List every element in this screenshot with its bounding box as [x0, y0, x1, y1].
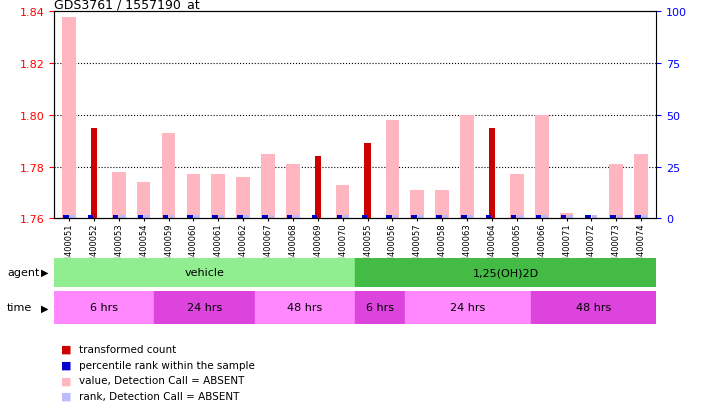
- Bar: [255, 291, 355, 324]
- Bar: [211, 175, 225, 219]
- Bar: [54, 258, 355, 287]
- Text: rank, Detection Call = ABSENT: rank, Detection Call = ABSENT: [79, 391, 239, 401]
- Text: ■: ■: [61, 344, 72, 354]
- Text: GDS3761 / 1557190_at: GDS3761 / 1557190_at: [54, 0, 200, 11]
- Text: value, Detection Call = ABSENT: value, Detection Call = ABSENT: [79, 375, 244, 385]
- Bar: [405, 291, 531, 324]
- Bar: [561, 215, 566, 219]
- Bar: [635, 215, 641, 219]
- Bar: [112, 215, 118, 219]
- Bar: [112, 173, 125, 219]
- Bar: [244, 215, 249, 219]
- Bar: [461, 215, 466, 219]
- Bar: [311, 215, 317, 219]
- Bar: [88, 215, 94, 219]
- Bar: [410, 190, 424, 219]
- Bar: [486, 215, 492, 219]
- Bar: [187, 215, 193, 219]
- Bar: [355, 291, 405, 324]
- Bar: [517, 215, 523, 219]
- Bar: [364, 144, 371, 219]
- Bar: [144, 215, 149, 219]
- Bar: [162, 134, 175, 219]
- Text: 48 hrs: 48 hrs: [287, 303, 322, 313]
- Bar: [212, 215, 218, 219]
- Bar: [411, 215, 417, 219]
- Text: agent: agent: [7, 268, 40, 278]
- Bar: [510, 215, 516, 219]
- Bar: [286, 165, 300, 219]
- Bar: [137, 183, 151, 219]
- Bar: [237, 215, 243, 219]
- Bar: [467, 215, 473, 219]
- Bar: [336, 185, 350, 219]
- Bar: [187, 175, 200, 219]
- Bar: [443, 215, 448, 219]
- Bar: [531, 291, 656, 324]
- Text: 48 hrs: 48 hrs: [576, 303, 611, 313]
- Bar: [386, 215, 392, 219]
- Bar: [435, 190, 449, 219]
- Text: ▶: ▶: [41, 268, 48, 278]
- Bar: [609, 165, 623, 219]
- Bar: [489, 128, 495, 219]
- Bar: [642, 215, 647, 219]
- Text: ■: ■: [61, 375, 72, 385]
- Bar: [54, 291, 154, 324]
- Text: percentile rank within the sample: percentile rank within the sample: [79, 360, 255, 370]
- Text: 6 hrs: 6 hrs: [90, 303, 118, 313]
- Text: ■: ■: [61, 360, 72, 370]
- Bar: [616, 215, 622, 219]
- Bar: [236, 178, 250, 219]
- Bar: [510, 175, 523, 219]
- Bar: [393, 215, 399, 219]
- Bar: [293, 215, 299, 219]
- Text: transformed count: transformed count: [79, 344, 177, 354]
- Bar: [218, 215, 224, 219]
- Text: 6 hrs: 6 hrs: [366, 303, 394, 313]
- Bar: [355, 258, 656, 287]
- Text: vehicle: vehicle: [185, 268, 224, 278]
- Bar: [154, 291, 255, 324]
- Text: ▶: ▶: [41, 303, 48, 313]
- Text: 24 hrs: 24 hrs: [187, 303, 222, 313]
- Bar: [634, 154, 648, 219]
- Bar: [262, 215, 267, 219]
- Bar: [63, 215, 68, 219]
- Bar: [592, 215, 598, 219]
- Bar: [567, 215, 572, 219]
- Text: time: time: [7, 303, 32, 313]
- Text: 1,25(OH)2D: 1,25(OH)2D: [472, 268, 539, 278]
- Bar: [91, 128, 97, 219]
- Bar: [343, 215, 349, 219]
- Bar: [535, 116, 549, 219]
- Text: 24 hrs: 24 hrs: [451, 303, 486, 313]
- Bar: [138, 215, 143, 219]
- Bar: [337, 215, 342, 219]
- Bar: [542, 215, 548, 219]
- Bar: [261, 154, 275, 219]
- Bar: [62, 18, 76, 219]
- Bar: [162, 215, 168, 219]
- Bar: [314, 157, 321, 219]
- Bar: [194, 215, 200, 219]
- Bar: [386, 121, 399, 219]
- Bar: [69, 215, 75, 219]
- Text: ■: ■: [61, 391, 72, 401]
- Bar: [268, 215, 274, 219]
- Bar: [559, 214, 573, 219]
- Bar: [436, 215, 442, 219]
- Bar: [611, 215, 616, 219]
- Bar: [460, 116, 474, 219]
- Bar: [119, 215, 125, 219]
- Bar: [287, 215, 293, 219]
- Bar: [417, 215, 423, 219]
- Bar: [585, 215, 591, 219]
- Bar: [536, 215, 541, 219]
- Bar: [169, 215, 174, 219]
- Bar: [361, 215, 367, 219]
